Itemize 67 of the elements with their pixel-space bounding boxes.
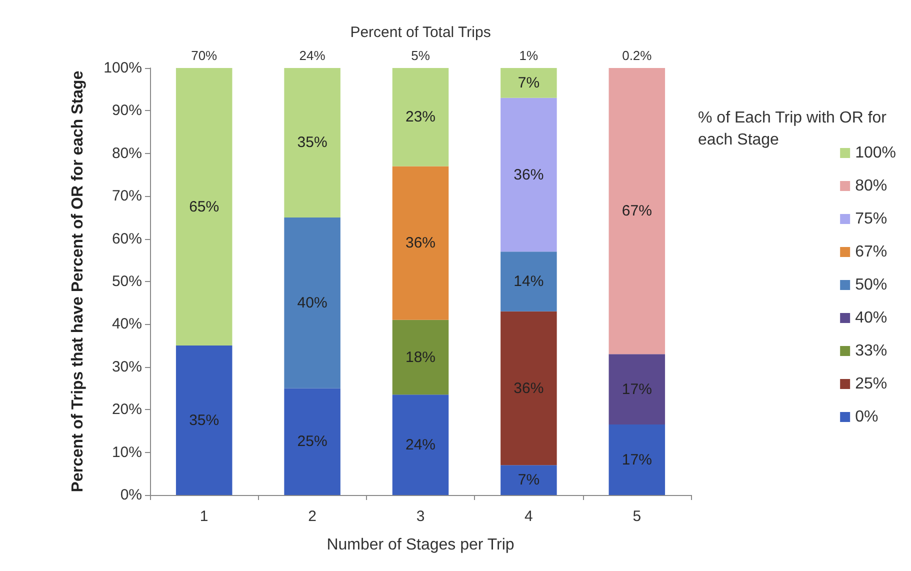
y-tick-label: 70% bbox=[112, 188, 142, 205]
bar bbox=[392, 68, 449, 166]
text: 1% bbox=[519, 48, 539, 63]
x-tick-label: 3 bbox=[416, 508, 425, 525]
y-tick-label: 90% bbox=[112, 102, 142, 120]
legend-label: 75% bbox=[855, 210, 888, 228]
x2-axis-title: Percent of Total Trips bbox=[350, 24, 491, 41]
legend-label: 100% bbox=[855, 144, 896, 162]
legend-label: 25% bbox=[855, 376, 888, 392]
data-label: 24% bbox=[405, 436, 436, 454]
data-label: 36% bbox=[405, 234, 436, 252]
bar bbox=[500, 68, 557, 98]
data-label: 40% bbox=[297, 294, 328, 312]
text: 24% bbox=[299, 48, 326, 63]
bar bbox=[608, 68, 666, 354]
data-label: 7% bbox=[518, 472, 540, 489]
data-label: 23% bbox=[405, 108, 436, 126]
legend-label: 50% bbox=[855, 276, 888, 294]
x-tick-label: 1 bbox=[200, 508, 208, 525]
bar bbox=[608, 354, 666, 425]
data-label: 36% bbox=[514, 380, 544, 397]
y-tick-label: 100% bbox=[104, 60, 142, 76]
bar bbox=[500, 465, 557, 495]
bar bbox=[284, 217, 340, 388]
data-label: 36% bbox=[514, 166, 544, 184]
data-label: 65% bbox=[189, 198, 220, 216]
data-label: 17% bbox=[622, 451, 652, 468]
bar bbox=[608, 424, 666, 495]
bar bbox=[500, 98, 557, 252]
bar bbox=[392, 320, 449, 395]
data-label: 14% bbox=[514, 273, 544, 290]
legend-label: 40% bbox=[855, 310, 888, 326]
y-axis-title: Percent of Trips that have Percent of OR for each Stage bbox=[70, 70, 86, 492]
data-label: 17% bbox=[622, 380, 652, 398]
bar bbox=[500, 252, 557, 312]
x-tick-label: 4 bbox=[524, 508, 533, 525]
y-tick-label: 80% bbox=[112, 144, 142, 162]
bar bbox=[284, 68, 340, 218]
y-tick-label: 50% bbox=[112, 273, 142, 290]
y-tick-label: 0% bbox=[120, 486, 142, 504]
data-label: 67% bbox=[622, 202, 652, 220]
x-axis-title: Number of Stages per Trip bbox=[326, 536, 514, 554]
y-tick-label: 60% bbox=[112, 230, 142, 248]
bar bbox=[500, 311, 557, 466]
data-label: 18% bbox=[405, 348, 436, 366]
y-tick-label: 30% bbox=[112, 358, 142, 376]
legend-label: 33% bbox=[855, 342, 888, 360]
data-label: 25% bbox=[297, 433, 328, 450]
x-tick-label: 5 bbox=[632, 508, 642, 525]
data-label: 35% bbox=[297, 134, 328, 152]
text: 5% bbox=[411, 48, 430, 63]
text: 0.2% bbox=[622, 48, 652, 63]
text: 70% bbox=[191, 48, 218, 63]
y-tick-label: 10% bbox=[112, 444, 142, 461]
y-tick-label: 20% bbox=[112, 401, 142, 418]
x-tick-label: 2 bbox=[308, 508, 316, 525]
data-label: 35% bbox=[189, 412, 220, 429]
bar bbox=[392, 166, 449, 320]
legend-label: 0% bbox=[855, 408, 878, 426]
legend-label: 67% bbox=[855, 244, 888, 260]
bar bbox=[176, 346, 232, 495]
bar bbox=[284, 388, 340, 495]
bar bbox=[392, 394, 449, 495]
data-label: 7% bbox=[518, 74, 540, 92]
bar bbox=[176, 68, 232, 346]
legend-label: 80% bbox=[855, 178, 888, 194]
y-tick-label: 40% bbox=[112, 316, 142, 333]
